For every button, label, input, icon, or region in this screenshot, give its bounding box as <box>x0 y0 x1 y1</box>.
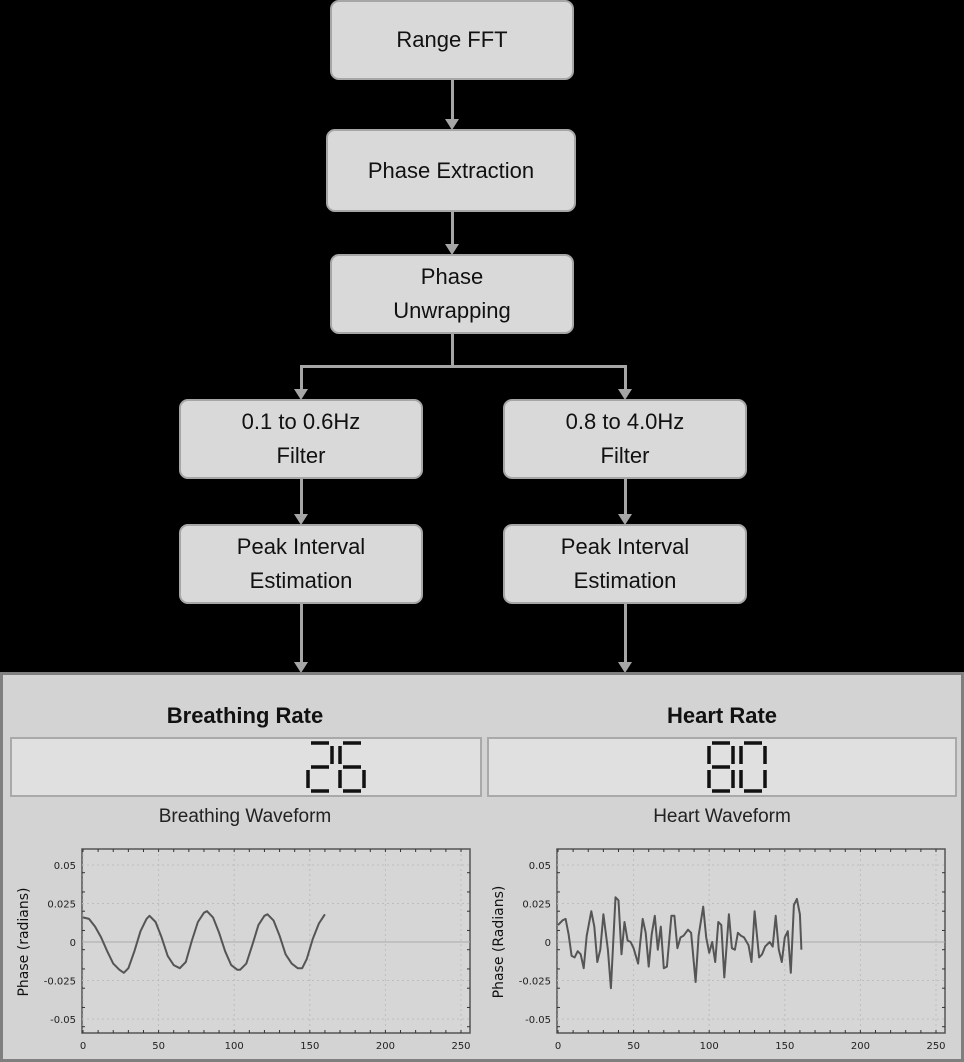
connector <box>300 365 627 368</box>
breath-peak-box: Peak Interval Estimation <box>179 524 423 604</box>
breath-filter-label-1: 0.1 to 0.6Hz <box>241 409 361 434</box>
breathing-rate-display <box>10 737 482 797</box>
svg-text:0.025: 0.025 <box>522 900 551 911</box>
range-fft-label: Range FFT <box>396 27 508 52</box>
svg-text:-0.025: -0.025 <box>44 977 76 988</box>
breathing-waveform-chart: 0 50 100 150 200 250 0.05 0.025 0 -0.025 -0.05 Phas… <box>16 848 471 1052</box>
svg-text:-0.05: -0.05 <box>525 1015 551 1026</box>
connector <box>451 334 454 367</box>
arrow-icon <box>445 119 459 130</box>
heart-rate-display <box>487 737 957 797</box>
heart-peak-label-1: Peak Interval <box>560 534 690 559</box>
arrow-icon <box>618 514 632 525</box>
connector <box>624 604 627 664</box>
svg-text:150: 150 <box>300 1041 319 1052</box>
phase-extraction-box: Phase Extraction <box>326 129 576 212</box>
connector <box>300 604 303 664</box>
svg-text:50: 50 <box>152 1041 165 1052</box>
svg-text:0: 0 <box>555 1041 561 1052</box>
connector <box>300 479 303 515</box>
heart-filter-label-2: Filter <box>600 443 650 468</box>
range-fft-box: Range FFT <box>330 0 574 80</box>
heart-peak-box: Peak Interval Estimation <box>503 524 747 604</box>
svg-text:50: 50 <box>627 1041 640 1052</box>
heart-peak-label-2: Estimation <box>573 568 677 593</box>
breathing-rate-digits <box>306 741 366 793</box>
svg-text:100: 100 <box>225 1041 244 1052</box>
svg-text:250: 250 <box>926 1041 945 1052</box>
svg-text:0: 0 <box>80 1041 86 1052</box>
svg-text:0.05: 0.05 <box>54 861 76 872</box>
connector <box>624 479 627 515</box>
breath-peak-label-1: Peak Interval <box>236 534 366 559</box>
svg-text:200: 200 <box>376 1041 395 1052</box>
phase-extraction-label: Phase Extraction <box>367 157 535 183</box>
svg-text:100: 100 <box>700 1041 719 1052</box>
breath-filter-box: 0.1 to 0.6Hz Filter <box>179 399 423 479</box>
breathing-rate-title: Breathing Rate <box>166 703 324 728</box>
svg-text:250: 250 <box>451 1041 470 1052</box>
arrow-icon <box>618 389 632 400</box>
svg-text:150: 150 <box>775 1041 794 1052</box>
svg-text:-0.05: -0.05 <box>50 1015 76 1026</box>
svg-text:0.05: 0.05 <box>529 861 551 872</box>
heart-waveform-title: Heart Waveform <box>653 806 791 827</box>
heart-waveform-chart: 0 50 100 150 200 250 0.05 0.025 0 -0.025 -0.05 Phas… <box>491 848 946 1052</box>
breathing-waveform-title: Breathing Waveform <box>158 806 332 827</box>
connector <box>300 365 303 391</box>
arrow-icon <box>294 514 308 525</box>
svg-text:0.025: 0.025 <box>47 900 76 911</box>
connector <box>451 212 454 246</box>
connector <box>451 80 454 120</box>
phase-unwrapping-label-2: Unwrapping <box>393 298 511 323</box>
svg-text:-0.025: -0.025 <box>519 977 551 988</box>
phase-unwrapping-label-1: Phase <box>420 264 484 289</box>
svg-text:200: 200 <box>851 1041 870 1052</box>
phase-unwrapping-box: Phase Unwrapping <box>330 254 574 334</box>
connector <box>624 365 627 391</box>
heart-rate-digits <box>707 741 767 793</box>
svg-text:Phase (radians): Phase (radians) <box>16 887 32 996</box>
arrow-icon <box>294 662 308 673</box>
svg-text:Phase (Radians): Phase (Radians) <box>491 886 507 999</box>
heart-filter-label-1: 0.8 to 4.0Hz <box>565 409 685 434</box>
heart-filter-box: 0.8 to 4.0Hz Filter <box>503 399 747 479</box>
svg-text:0: 0 <box>545 938 551 949</box>
breath-peak-label-2: Estimation <box>249 568 353 593</box>
svg-text:0: 0 <box>70 938 76 949</box>
arrow-icon <box>294 389 308 400</box>
arrow-icon <box>618 662 632 673</box>
breath-filter-label-2: Filter <box>276 443 326 468</box>
heart-rate-title: Heart Rate <box>666 703 778 728</box>
arrow-icon <box>445 244 459 255</box>
